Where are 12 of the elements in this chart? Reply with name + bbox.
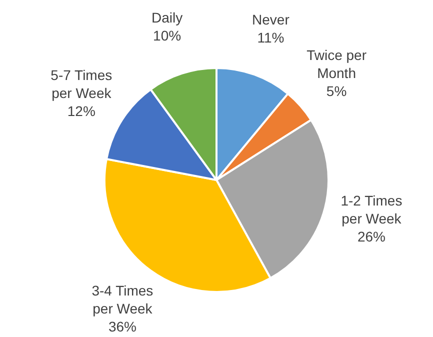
slice-label: Never	[252, 11, 290, 28]
slice-label: 5-7 Times per Week	[50, 67, 112, 102]
data-label: 11%	[257, 29, 284, 46]
slice-label: Daily	[151, 10, 183, 26]
data-label: 5%	[326, 83, 347, 100]
slice-label: Twice per Month	[306, 47, 367, 82]
slice-label: 1-2 Times per Week	[340, 192, 402, 227]
data-label: 10%	[153, 28, 182, 44]
slice-label: 3-4 Times per Week	[92, 282, 154, 316]
data-label: 26%	[357, 228, 386, 245]
data-label: 36%	[108, 318, 136, 334]
data-label: 12%	[67, 103, 96, 120]
